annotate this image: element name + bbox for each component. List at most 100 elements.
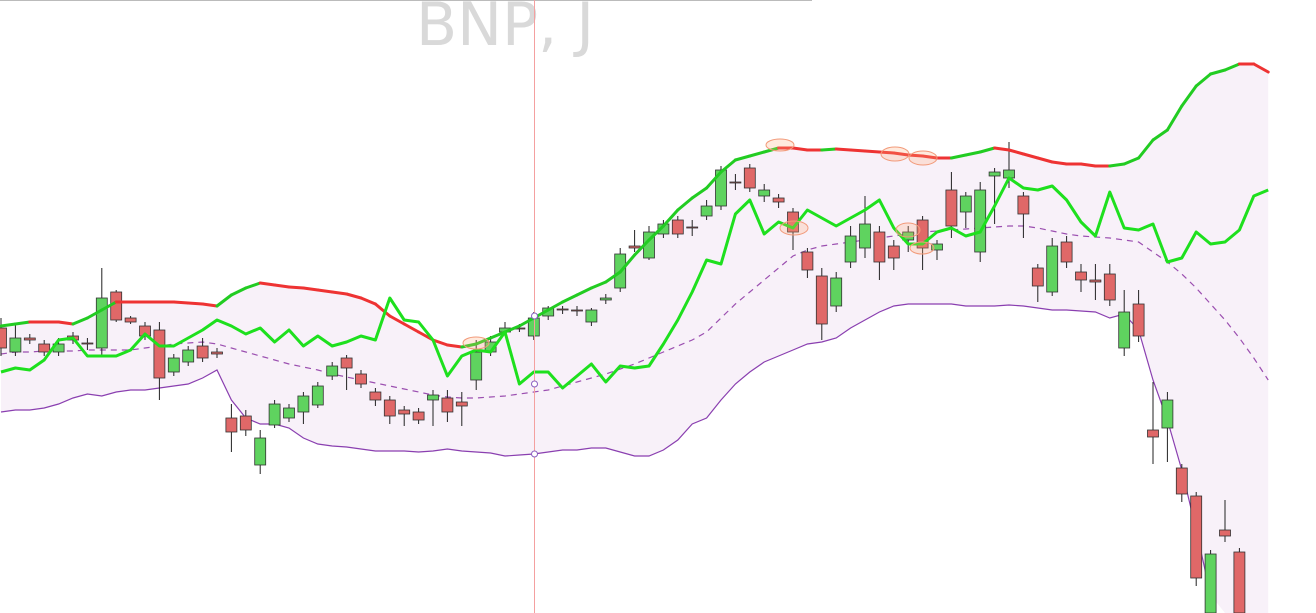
- crosshair-dots: [531, 312, 538, 458]
- upper-band: [57, 320, 75, 326]
- upper-band: [373, 302, 392, 318]
- candle-body: [311, 385, 324, 406]
- upper-band: [1151, 128, 1169, 142]
- upper-band: [733, 154, 752, 162]
- candle-body: [326, 365, 339, 377]
- upper-band: [993, 146, 1011, 152]
- candle-body: [686, 226, 699, 229]
- candle-body: [1031, 267, 1044, 287]
- upper-band: [589, 280, 608, 290]
- candle-body: [1118, 311, 1131, 349]
- upper-band: [517, 316, 536, 328]
- upper-band: [1194, 72, 1213, 88]
- candle-body: [1219, 529, 1231, 537]
- candle-body: [124, 317, 137, 323]
- candle-body: [945, 189, 958, 227]
- candle-body: [0, 327, 7, 349]
- candle-body: [297, 395, 310, 413]
- upper-band: [1036, 156, 1054, 164]
- upper-band: [1079, 162, 1097, 168]
- highlight: [908, 150, 938, 166]
- middle-band: [0, 225, 1269, 399]
- highlight: [895, 222, 921, 238]
- candle-body: [815, 275, 828, 325]
- highlight: [779, 220, 809, 236]
- upper-band: [820, 147, 838, 152]
- upper-band: [388, 314, 406, 326]
- candle-body: [1204, 553, 1217, 613]
- upper-band: [301, 286, 320, 292]
- candle-body: [859, 223, 871, 249]
- candle-body: [758, 189, 771, 197]
- upper-band: [892, 151, 910, 157]
- candle-body: [671, 219, 684, 235]
- upper-band: [748, 150, 766, 158]
- upper-band: [719, 158, 737, 174]
- upper-band: [0, 322, 17, 328]
- upper-band: [85, 308, 104, 320]
- upper-band: [345, 292, 363, 300]
- candle-body: [729, 181, 742, 184]
- candle-body: [1017, 195, 1030, 215]
- highlights: [462, 138, 938, 350]
- candle-body: [254, 437, 267, 466]
- candle-body: [427, 394, 439, 401]
- candle-body: [211, 351, 223, 355]
- candle-body: [1046, 245, 1059, 293]
- candle-body: [1103, 273, 1116, 301]
- candle-body: [830, 277, 843, 307]
- chart-title: BNP, J: [416, 0, 594, 60]
- candle-body: [873, 231, 886, 263]
- candle-body: [369, 391, 382, 401]
- upper-band: [460, 342, 478, 349]
- candle-body: [1060, 241, 1073, 263]
- upper-band: [186, 301, 205, 306]
- upper-band: [546, 300, 565, 312]
- upper-band: [229, 286, 248, 297]
- candle-body: [585, 309, 598, 323]
- upper-band: [1165, 104, 1184, 132]
- lower-band: [0, 303, 1212, 596]
- candle-body: [239, 415, 252, 431]
- candle-body: [1089, 279, 1102, 283]
- band-fill: [1, 64, 1269, 613]
- candle-body: [9, 337, 22, 353]
- candle-body: [931, 243, 943, 251]
- upper-band: [172, 300, 190, 305]
- upper-band: [100, 300, 118, 312]
- candle-body: [599, 297, 612, 301]
- upper-band: [949, 153, 968, 160]
- candle-body: [974, 189, 987, 253]
- candle-body: [38, 343, 51, 353]
- candle-body: [801, 251, 814, 271]
- candle-body: [772, 197, 785, 203]
- upper-band: [258, 281, 277, 287]
- upper-band: [1137, 138, 1155, 160]
- candle-body: [628, 245, 641, 249]
- upper-band: [676, 196, 694, 212]
- upper-band: [445, 343, 464, 349]
- upper-band: [1108, 162, 1126, 168]
- highlight: [909, 241, 935, 255]
- upper-band: [661, 208, 680, 228]
- candle-body: [1190, 495, 1203, 579]
- candle-body: [700, 205, 713, 217]
- upper-band: [287, 285, 305, 290]
- candle-body: [441, 397, 454, 413]
- crosshair-dot: [531, 450, 538, 458]
- candle-body: [153, 329, 166, 379]
- background-layer: [1, 64, 1269, 613]
- candle-body: [455, 401, 468, 407]
- upper-band: [690, 186, 709, 200]
- upper-band: [604, 270, 622, 284]
- upper-band: [618, 253, 637, 274]
- candle-body: [398, 409, 411, 415]
- candle-body: [556, 308, 569, 311]
- candle-body: [196, 345, 209, 359]
- crosshair-dot: [531, 312, 538, 320]
- candle-body: [340, 357, 353, 369]
- upper-band: [1021, 152, 1040, 160]
- upper-band: [964, 150, 982, 157]
- upper-band: [791, 146, 809, 152]
- upper-band: [849, 148, 867, 153]
